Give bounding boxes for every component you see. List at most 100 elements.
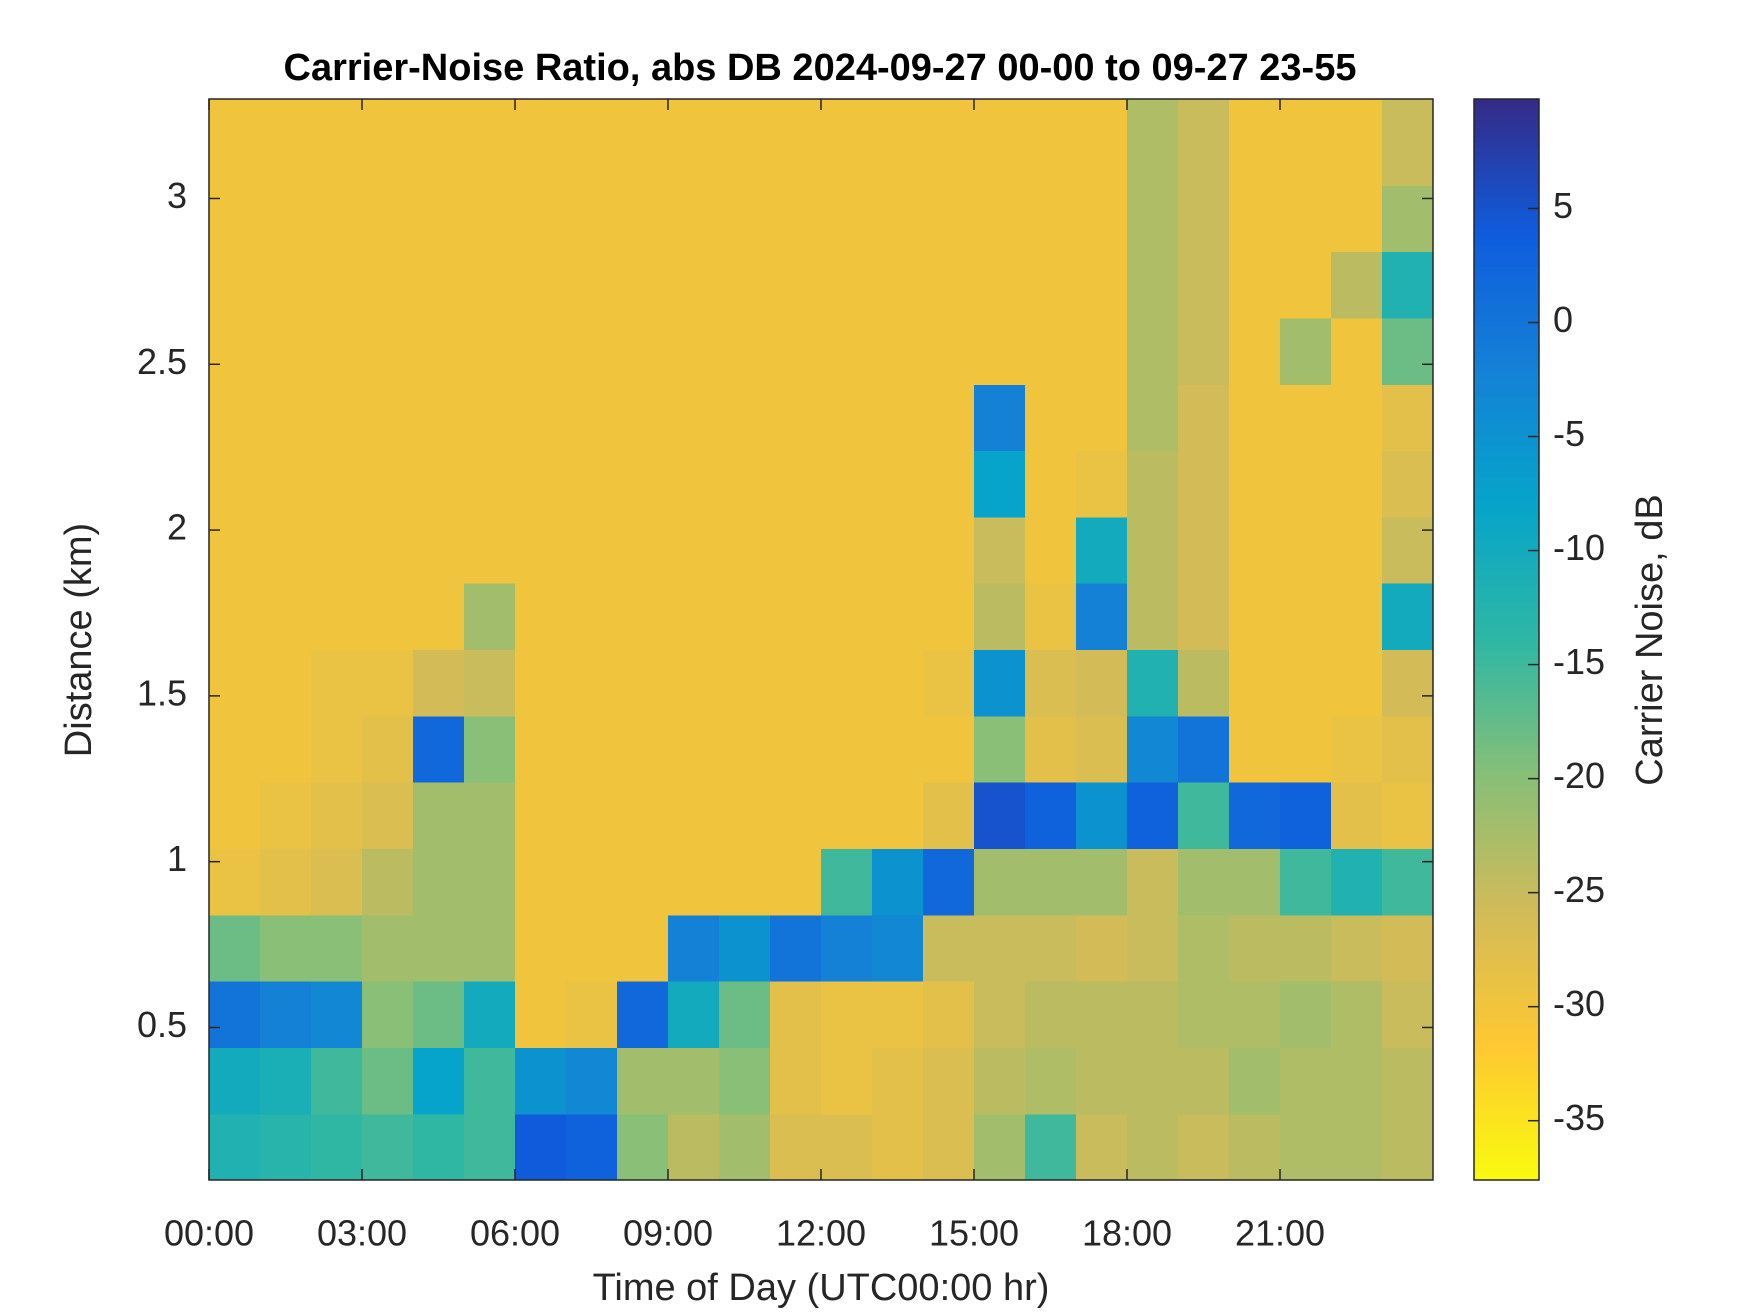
heatmap-cell	[566, 317, 618, 385]
colorbar-swatch	[1474, 628, 1539, 635]
heatmap-cell	[413, 384, 465, 452]
heatmap-cell	[1229, 649, 1281, 717]
heatmap-cell	[1178, 317, 1230, 385]
y-tick-label: 3	[167, 175, 187, 216]
colorbar-swatch	[1474, 461, 1539, 468]
heatmap-cell	[566, 1047, 618, 1115]
heatmap-cell	[719, 848, 771, 916]
colorbar-swatch	[1474, 704, 1539, 711]
heatmap-cell	[1127, 185, 1179, 253]
heatmap-cell	[1076, 317, 1128, 385]
heatmap-cell	[719, 914, 771, 982]
heatmap-cell	[1331, 1113, 1383, 1181]
heatmap-cell	[566, 251, 618, 319]
colorbar-swatch	[1474, 688, 1539, 695]
heatmap-cell	[1025, 981, 1077, 1048]
heatmap-cell	[872, 1113, 924, 1181]
colorbar-swatch	[1474, 298, 1539, 305]
colorbar-swatch	[1474, 217, 1539, 224]
colorbar-swatch	[1474, 1055, 1539, 1062]
heatmap-cell	[515, 848, 567, 916]
heatmap-cell	[668, 317, 720, 385]
colorbar-swatch	[1474, 1163, 1539, 1170]
heatmap-cell	[1127, 516, 1179, 584]
heatmap-cell	[311, 317, 363, 385]
colorbar-swatch	[1474, 477, 1539, 484]
heatmap-cell	[1382, 251, 1434, 319]
colorbar-swatch	[1474, 1142, 1539, 1149]
y-tick-label: 2	[167, 507, 187, 548]
colorbar-swatch	[1474, 850, 1539, 857]
colorbar-swatch	[1474, 747, 1539, 754]
colorbar-swatch	[1474, 1001, 1539, 1008]
heatmap-cell	[362, 317, 414, 385]
heatmap-cell	[362, 715, 414, 783]
heatmap-cell	[872, 185, 924, 253]
colorbar-swatch	[1474, 1034, 1539, 1041]
colorbar-swatch	[1474, 1017, 1539, 1024]
heatmap-cell	[872, 99, 924, 186]
colorbar-swatch	[1474, 623, 1539, 630]
heatmap-cell	[1280, 715, 1332, 783]
heatmap-cell	[413, 99, 465, 186]
heatmap-cell	[923, 317, 975, 385]
heatmap-cell	[1280, 99, 1332, 186]
heatmap-cell	[872, 715, 924, 783]
colorbar-swatch	[1474, 515, 1539, 522]
colorbar-swatch	[1474, 558, 1539, 565]
colorbar-swatch	[1474, 1125, 1539, 1132]
heatmap-cell	[1025, 848, 1077, 916]
heatmap-cell	[668, 1113, 720, 1181]
colorbar-swatch	[1474, 1039, 1539, 1046]
colorbar-swatch	[1474, 725, 1539, 732]
heatmap-cell	[617, 185, 669, 253]
colorbar-swatch	[1474, 309, 1539, 316]
heatmap-cell	[1076, 649, 1128, 717]
heatmap-cell	[362, 649, 414, 717]
heatmap-cell	[770, 1113, 822, 1181]
colorbar-swatch	[1474, 347, 1539, 354]
colorbar-swatch	[1474, 677, 1539, 684]
colorbar-swatch	[1474, 763, 1539, 770]
heatmap-cell	[413, 914, 465, 982]
colorbar-swatch	[1474, 342, 1539, 349]
heatmap-cell	[566, 848, 618, 916]
heatmap-cell	[1229, 981, 1281, 1048]
heatmap-cell	[209, 185, 261, 253]
heatmap-cell	[362, 981, 414, 1048]
colorbar-swatch	[1474, 466, 1539, 473]
heatmap-cell	[515, 1047, 567, 1115]
heatmap-cell	[1127, 914, 1179, 982]
heatmap-cell	[1382, 981, 1434, 1048]
colorbar-swatch	[1474, 617, 1539, 624]
heatmap-cell	[1229, 450, 1281, 518]
heatmap-cell	[1127, 99, 1179, 186]
heatmap-cell	[668, 715, 720, 783]
y-tick-label: 0.5	[137, 1004, 187, 1045]
colorbar-swatch	[1474, 1158, 1539, 1165]
heatmap-cell	[872, 914, 924, 982]
heatmap-cell	[1229, 914, 1281, 982]
colorbar-swatch	[1474, 320, 1539, 327]
heatmap-cell	[770, 317, 822, 385]
heatmap-cell	[515, 516, 567, 584]
colorbar-swatch	[1474, 785, 1539, 792]
heatmap-cell	[821, 185, 873, 253]
colorbar-swatch	[1474, 963, 1539, 970]
colorbar-swatch	[1474, 120, 1539, 127]
heatmap-cell	[209, 516, 261, 584]
colorbar-swatch	[1474, 1066, 1539, 1073]
colorbar-swatch	[1474, 1109, 1539, 1116]
heatmap-cell	[923, 715, 975, 783]
colorbar-swatch	[1474, 812, 1539, 819]
colorbar-swatch	[1474, 1169, 1539, 1176]
heatmap-cell	[311, 450, 363, 518]
heatmap-cell	[209, 251, 261, 319]
heatmap-cell	[1382, 1113, 1434, 1181]
heatmap-cell	[1178, 715, 1230, 783]
colorbar-swatch	[1474, 104, 1539, 111]
heatmap-cell	[1127, 1047, 1179, 1115]
heatmap-cell	[1025, 99, 1077, 186]
heatmap-cell	[1178, 583, 1230, 651]
heatmap-cell	[362, 1047, 414, 1115]
